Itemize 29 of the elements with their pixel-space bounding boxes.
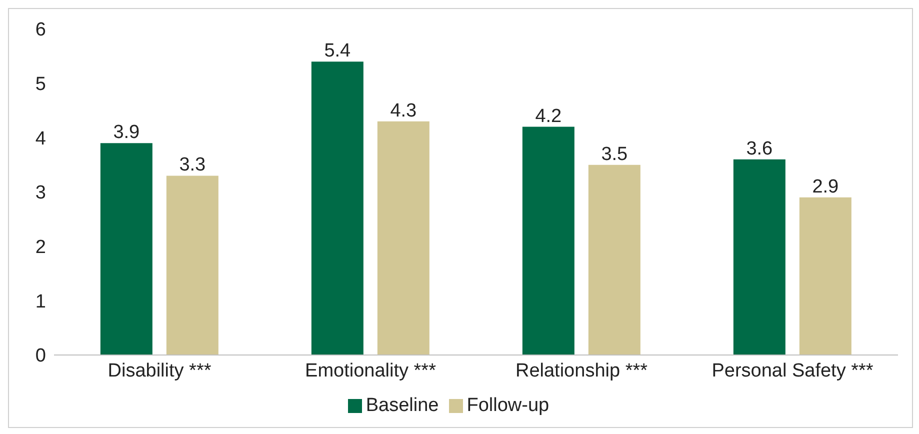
data-label: 4.3 [390,100,417,122]
bar [311,62,364,355]
bar [166,176,218,355]
bar [733,159,786,355]
x-tick-label: Personal Safety *** [712,360,874,382]
data-label: 3.9 [113,122,140,144]
y-tick-label: 5 [35,74,46,96]
y-tick-label: 0 [35,346,46,367]
bar [799,197,852,355]
legend-label: Baseline [366,395,439,416]
bar [522,126,574,355]
data-label: 5.4 [324,40,352,62]
data-label: 3.6 [746,138,773,160]
x-tick-label: Emotionality *** [305,360,437,382]
bar [377,121,430,355]
y-tick-label: 6 [35,20,46,41]
y-tick-label: 2 [35,237,46,258]
x-tick-label: Relationship *** [515,360,648,382]
y-tick-label: 3 [35,182,46,204]
data-label: 3.5 [601,144,628,165]
data-label: 3.3 [179,154,206,176]
data-label: 4.2 [535,106,562,127]
legend-label: Follow-up [466,395,550,416]
y-tick-label: 1 [35,291,46,312]
x-tick-label: Disability *** [108,360,212,382]
bar [100,143,152,355]
data-label: 2.9 [812,176,839,198]
y-tick-label: 4 [35,128,46,150]
bar [588,164,640,355]
